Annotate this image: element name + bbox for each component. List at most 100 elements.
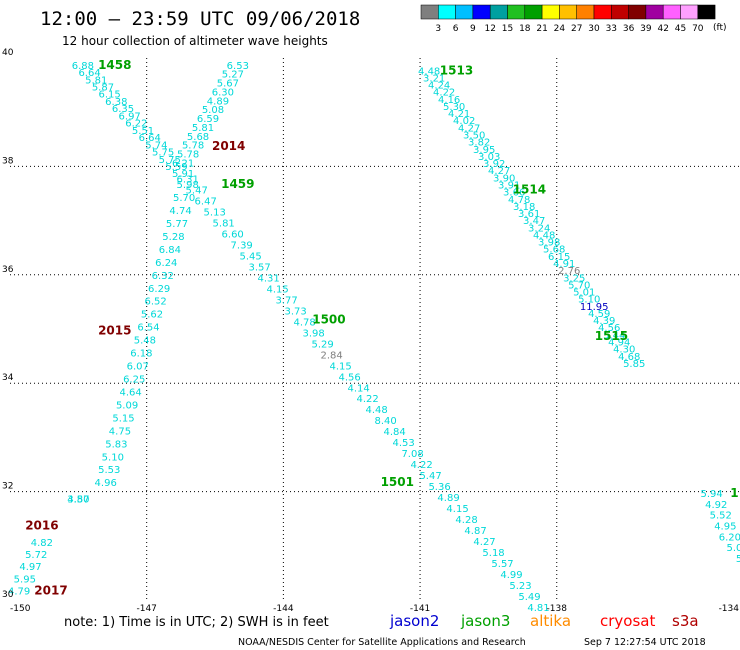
swh-value: 6.35 (112, 104, 134, 115)
swh-value: 5.10 (102, 452, 124, 463)
swh-value: 5.85 (623, 359, 645, 370)
swh-value: 3.50 (463, 131, 485, 142)
swh-value: 6.64 (139, 133, 161, 144)
swh-value: 5.75 (159, 155, 181, 166)
swh-value: 3.18 (513, 202, 535, 213)
swh-value: 11.95 (580, 302, 609, 313)
timestamp-text: Sep 7 12:27:54 UTC 2018 (584, 637, 706, 648)
grid-lines (10, 58, 739, 600)
swh-value: 6.97 (119, 111, 141, 122)
legend-swatch (438, 4, 456, 20)
swh-value: 3.47 (523, 216, 545, 227)
legend-swatch (611, 4, 629, 20)
swh-value: 5.78 (177, 150, 199, 161)
swh-value: 4.22 (410, 460, 432, 471)
swh-value: 6.30 (212, 87, 234, 98)
legend-label: 39 (640, 24, 652, 34)
swh-value: 5.48 (134, 336, 156, 347)
legend-label: 27 (571, 24, 582, 34)
swh-value: 3.50 (67, 494, 89, 505)
legend-label: 45 (675, 24, 686, 34)
plot-background (10, 58, 739, 600)
legend-swatch (680, 4, 699, 20)
swh-value: 5.78 (182, 141, 204, 152)
swh-value: 3.91 (498, 180, 520, 191)
swh-value: 4.87 (464, 526, 486, 537)
swh-value: 6.60 (222, 230, 244, 241)
swh-value: 5.81 (85, 75, 107, 86)
swh-value: 5.74 (145, 140, 167, 151)
swh-value: 5.30 (443, 102, 465, 113)
legend-swatch (524, 4, 543, 20)
swh-value: 4.68 (618, 352, 640, 363)
swh-value: 5.13 (204, 208, 226, 219)
swh-value: 3.73 (285, 306, 307, 317)
swh-value: 6.47 (195, 197, 217, 208)
legend-swatch (541, 4, 560, 20)
pass-label: 1514 (513, 183, 546, 197)
y-tick-label: 30 (2, 590, 14, 600)
swh-value: 5.01 (573, 288, 595, 299)
satellite-label: jason2 (389, 612, 439, 630)
swh-value: 4.48 (418, 66, 440, 77)
y-tick-label: 32 (2, 482, 13, 492)
legend-label: 70 (692, 24, 704, 34)
legend-label: 33 (606, 24, 617, 34)
legend-swatch (662, 4, 681, 20)
chart-title: 12:00 – 23:59 UTC 09/06/2018 (40, 8, 360, 30)
swh-value: 4.16 (438, 95, 460, 106)
legend-swatch (559, 4, 577, 20)
swh-value: 5.47 (419, 471, 441, 482)
pass-label: 1513 (440, 63, 473, 77)
swh-value: 4.56 (598, 323, 620, 334)
y-tick-label: 38 (2, 156, 14, 166)
swh-value: 5.28 (162, 232, 184, 243)
footer-note: note: 1) Time is in UTC; 2) SWH is in fe… (64, 615, 329, 630)
swh-value: 3.95 (473, 145, 495, 156)
swh-value: 5.27 (222, 70, 244, 81)
swh-value: 4.59 (588, 309, 610, 320)
swh-value: 5.70 (568, 280, 590, 291)
x-tick-label: -134 (719, 604, 740, 614)
legend-label: 15 (502, 24, 513, 34)
legend-swatch (455, 4, 474, 20)
swh-value: 4.56 (338, 372, 360, 383)
credit-text: NOAA/NESDIS Center for Satellite Applica… (238, 637, 526, 648)
swh-value: 5.70 (173, 193, 195, 204)
swh-value: 4.92 (705, 500, 727, 511)
swh-value: 4.74 (169, 206, 191, 217)
swh-value: 5.68 (543, 245, 565, 256)
swh-value: 5.68 (187, 132, 209, 143)
swh-value: 4.21 (448, 109, 470, 120)
swh-value: 4.24 (428, 81, 450, 92)
swh-value: 4.91 (553, 259, 575, 270)
pass-label: 1458 (98, 58, 131, 72)
swh-value: 5.75 (152, 148, 174, 159)
swh-value: 5.49 (518, 592, 540, 603)
satellite-label: cryosat (600, 612, 655, 630)
swh-value: 3.90 (493, 173, 515, 184)
legend-label: 24 (554, 24, 566, 34)
swh-value: 6.20 (719, 532, 740, 543)
swh-value: 5.81 (213, 219, 235, 230)
swh-value: 6.64 (78, 68, 100, 79)
swh-value: 5.91 (172, 169, 194, 180)
satellite-legend: jason2 jason3 altika cryosat s3a (389, 612, 699, 630)
legend-label: 36 (623, 24, 635, 34)
swh-value: 5.23 (509, 581, 531, 592)
swh-value: 6.21 (172, 158, 194, 169)
satellite-label: altika (530, 612, 571, 630)
swh-value: 5.53 (98, 465, 120, 476)
pass-label: 2014 (212, 139, 245, 153)
data-marks: 6.886.645.815.876.156.386.356.976.225.51… (8, 58, 740, 614)
swh-value: 8.40 (374, 416, 396, 427)
swh-value: 5.29 (311, 339, 333, 350)
swh-value: 4.15 (329, 361, 351, 372)
legend-swatch (472, 4, 491, 20)
swh-value: 4.30 (613, 345, 635, 356)
swh-value: 5.52 (710, 511, 732, 522)
swh-value: 4.22 (433, 88, 455, 99)
swh-value: 3.25 (563, 273, 585, 284)
plot-area: 6.886.645.815.876.156.386.356.976.225.51… (8, 58, 740, 614)
swh-value: 4.15 (267, 284, 289, 295)
